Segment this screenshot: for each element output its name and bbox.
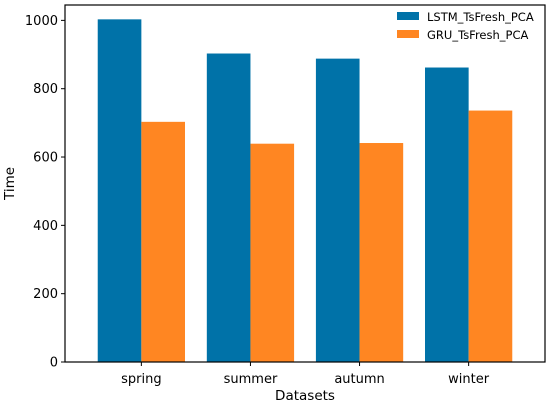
y-tick-label: 600: [33, 151, 58, 166]
axes-frame: [64, 4, 546, 363]
bar-lstm-summer: [206, 53, 251, 362]
bars-layer: [97, 19, 513, 362]
bar-gru-autumn: [359, 143, 404, 362]
x-tick-label-winter: winter: [448, 372, 490, 387]
y-axis-ticks: 0 200 400 600 800 1000: [25, 14, 65, 371]
x-tick-label-autumn: autumn: [334, 372, 384, 387]
bar-lstm-winter: [425, 67, 469, 362]
bar-gru-spring: [141, 121, 185, 362]
legend-label-lstm: LSTM_TsFresh_PCA: [427, 10, 534, 24]
bar-lstm-autumn: [315, 58, 360, 362]
y-tick-label: 1000: [25, 14, 58, 29]
x-axis-label: Datasets: [275, 388, 335, 404]
bar-lstm-spring: [97, 19, 142, 362]
y-tick-label: 200: [33, 287, 58, 302]
bar-gru-winter: [468, 110, 513, 362]
x-axis-ticks: spring summer autumn winter: [121, 362, 490, 387]
y-tick-label: 400: [33, 219, 58, 234]
legend-swatch-gru: [397, 30, 419, 38]
y-axis-label: Time: [2, 167, 18, 201]
x-tick-label-spring: spring: [121, 372, 161, 387]
x-tick-label-summer: summer: [224, 372, 278, 387]
y-tick-label: 800: [33, 82, 58, 97]
legend: LSTM_TsFresh_PCA GRU_TsFresh_PCA: [397, 10, 534, 42]
legend-swatch-lstm: [397, 12, 419, 20]
bar-gru-summer: [250, 143, 295, 362]
legend-label-gru: GRU_TsFresh_PCA: [427, 28, 529, 42]
y-tick-label: 0: [50, 356, 58, 371]
